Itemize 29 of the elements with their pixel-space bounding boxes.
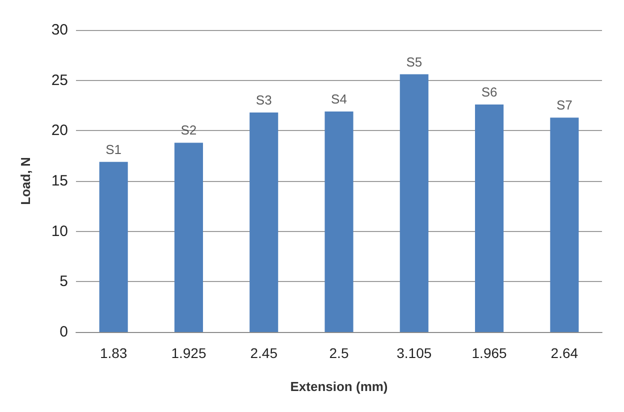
y-tick-label: 10	[51, 222, 68, 240]
y-tick-label: 25	[51, 72, 68, 89]
bar	[400, 74, 428, 332]
y-tick-label: 5	[60, 273, 68, 290]
bar	[324, 112, 354, 332]
y-tick-label: 30	[51, 22, 68, 38]
x-tick-label: 2.64	[550, 345, 578, 361]
y-tick-label: 0	[60, 324, 68, 340]
bar	[550, 118, 579, 332]
x-tick-label: 2.5	[329, 345, 349, 361]
annotation: S6	[481, 84, 498, 100]
y-tick-label: 15	[51, 172, 68, 190]
annotation: S4	[331, 92, 347, 107]
x-tick-label: 1.965	[472, 345, 508, 361]
y-axis-title: Load, N	[18, 157, 33, 205]
y-tick-label: 20	[51, 122, 68, 140]
x-axis-title: Extension (mm)	[290, 379, 388, 394]
annotation: S5	[406, 54, 422, 70]
bar	[174, 142, 203, 332]
x-tick-label: 1.925	[171, 345, 206, 361]
annotation: S7	[556, 98, 572, 113]
bar	[475, 104, 504, 332]
annotation: S1	[106, 142, 122, 157]
x-tick-label: 3.105	[396, 345, 432, 361]
x-tick-label: 2.45	[250, 345, 278, 361]
annotation: S3	[256, 92, 272, 108]
bar	[99, 162, 128, 332]
x-tick-label: 1.83	[100, 345, 128, 361]
bar	[250, 112, 278, 332]
